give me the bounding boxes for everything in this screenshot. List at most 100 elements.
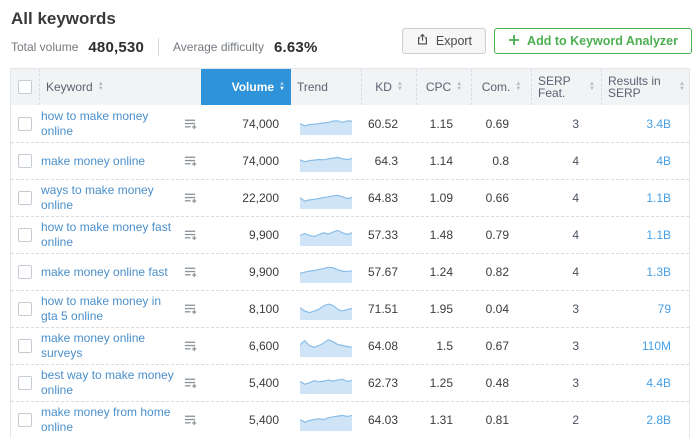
plus-icon xyxy=(508,34,520,49)
results-in-serp-link[interactable]: 1.1B xyxy=(646,191,671,205)
results-in-serp-link[interactable]: 1.1B xyxy=(646,228,671,242)
sort-arrows-icon: ▲ ▼ xyxy=(396,81,403,92)
row-checkbox[interactable] xyxy=(18,376,32,390)
row-checkbox-cell xyxy=(11,116,39,131)
results-in-serp-link[interactable]: 3.4B xyxy=(646,116,671,131)
keyword-link[interactable]: how to make money online xyxy=(41,108,149,138)
trend-sparkline xyxy=(300,119,352,135)
results-in-serp-link[interactable]: 2.8B xyxy=(646,413,671,427)
column-header-cpc-label: CPC xyxy=(425,80,452,94)
kd-value: 62.73 xyxy=(367,376,398,390)
row-checkbox[interactable] xyxy=(18,154,32,168)
results-in-serp-link[interactable]: 1.3B xyxy=(646,265,671,279)
serp-features-value: 3 xyxy=(572,376,579,390)
results-in-serp-link[interactable]: 4.4B xyxy=(646,376,671,390)
select-all-checkbox[interactable] xyxy=(18,80,32,94)
cpc-value: 1.25 xyxy=(429,376,453,390)
trend-cell xyxy=(291,150,361,172)
add-to-list-icon[interactable] xyxy=(179,413,201,427)
add-to-list-icon[interactable] xyxy=(179,339,201,353)
column-header-keyword[interactable]: Keyword ▲ ▼ xyxy=(39,69,201,105)
column-header-results-in-serp[interactable]: Results in SERP ▲ ▼ xyxy=(601,69,691,105)
row-checkbox-cell xyxy=(11,191,39,205)
results-in-serp-link[interactable]: 79 xyxy=(657,302,671,316)
select-all-cell xyxy=(11,69,39,105)
sort-arrows-icon: ▲ ▼ xyxy=(97,81,104,92)
table-row: make money online 74,000 64.3 1.14 0.8 4… xyxy=(11,142,689,179)
cpc-value: 1.24 xyxy=(429,265,453,279)
add-to-list-icon[interactable] xyxy=(179,376,201,390)
row-checkbox[interactable] xyxy=(18,413,32,427)
keyword-link[interactable]: make money online fast xyxy=(41,264,168,279)
kd-value: 71.51 xyxy=(367,302,398,316)
add-to-list-icon[interactable] xyxy=(179,228,201,242)
serp-features-value: 4 xyxy=(572,265,579,279)
table-row: best way to make money online 5,400 62.7… xyxy=(11,364,689,401)
results-in-serp-link[interactable]: 110M xyxy=(641,339,671,353)
row-checkbox[interactable] xyxy=(18,191,32,205)
export-upload-icon xyxy=(416,33,429,49)
sort-arrows-icon: ▲ ▼ xyxy=(279,81,285,92)
keyword-link[interactable]: how to make money fast online xyxy=(41,220,172,249)
column-header-serp-features[interactable]: SERP Feat. ▲ ▼ xyxy=(531,69,601,105)
keyword-cell: make money from home online xyxy=(39,405,201,435)
serp-features-value: 3 xyxy=(572,302,579,316)
row-checkbox-cell xyxy=(11,302,39,316)
com-value: 0.48 xyxy=(485,376,509,390)
keyword-cell: make money online xyxy=(39,154,201,169)
summary-divider xyxy=(158,38,159,56)
avg-difficulty-label: Average difficulty xyxy=(173,40,264,54)
toolbar-actions: Export Add to Keyword Analyzer xyxy=(401,28,692,54)
results-cell: 79 xyxy=(601,302,691,316)
add-to-list-icon[interactable] xyxy=(179,117,201,131)
volume-value: 8,100 xyxy=(248,302,279,316)
export-button[interactable]: Export xyxy=(401,28,487,54)
trend-sparkline xyxy=(300,303,352,320)
column-header-cpc[interactable]: CPC ▲ ▼ xyxy=(416,69,471,105)
row-checkbox[interactable] xyxy=(18,339,32,353)
add-to-keyword-analyzer-button[interactable]: Add to Keyword Analyzer xyxy=(494,28,692,54)
keyword-link[interactable]: make money from home online xyxy=(41,405,171,434)
add-to-list-icon[interactable] xyxy=(179,265,201,279)
com-value: 0.79 xyxy=(485,228,509,242)
cpc-value: 1.15 xyxy=(429,116,453,131)
row-checkbox-cell xyxy=(11,228,39,242)
avg-difficulty-value: 6.63% xyxy=(273,38,318,56)
cpc-value: 1.48 xyxy=(429,228,453,242)
sort-arrows-icon: ▲ ▼ xyxy=(589,81,595,92)
add-to-list-icon[interactable] xyxy=(179,191,201,205)
total-volume-value: 480,530 xyxy=(88,38,144,56)
keyword-link[interactable]: how to make money in gta 5 online xyxy=(41,294,162,323)
keyword-link[interactable]: ways to make money online xyxy=(41,183,154,212)
add-to-keyword-analyzer-label: Add to Keyword Analyzer xyxy=(527,34,678,48)
cpc-value: 1.31 xyxy=(429,413,453,427)
results-cell: 4B xyxy=(601,154,691,168)
results-in-serp-link[interactable]: 4B xyxy=(656,154,671,168)
column-header-com[interactable]: Com. ▲ ▼ xyxy=(471,69,531,105)
add-to-list-icon[interactable] xyxy=(179,302,201,316)
row-checkbox[interactable] xyxy=(18,302,32,316)
page-title: All keywords xyxy=(11,9,116,28)
volume-value: 22,200 xyxy=(242,191,279,205)
keyword-cell: how to make money online xyxy=(39,109,201,139)
trend-cell xyxy=(291,224,361,246)
row-checkbox[interactable] xyxy=(18,228,32,242)
trend-cell xyxy=(291,187,361,209)
row-checkbox-cell xyxy=(11,265,39,279)
row-checkbox[interactable] xyxy=(18,265,32,279)
com-value: 0.04 xyxy=(485,302,509,316)
kd-value: 64.03 xyxy=(367,413,398,427)
keyword-link[interactable]: best way to make money online xyxy=(41,368,174,397)
row-checkbox-cell xyxy=(11,413,39,427)
column-header-kd[interactable]: KD ▲ ▼ xyxy=(361,69,416,105)
kd-value: 60.52 xyxy=(367,116,398,131)
column-header-volume[interactable]: Volume ▲ ▼ xyxy=(201,69,291,105)
add-to-list-icon[interactable] xyxy=(179,154,201,168)
results-cell: 2.8B xyxy=(601,413,691,427)
keyword-link[interactable]: make money online surveys xyxy=(41,331,146,360)
column-header-trend: Trend xyxy=(291,69,361,105)
table-row: how to make money in gta 5 online 8,100 … xyxy=(11,290,689,327)
keyword-link[interactable]: make money online xyxy=(41,153,146,168)
row-checkbox[interactable] xyxy=(18,116,32,131)
